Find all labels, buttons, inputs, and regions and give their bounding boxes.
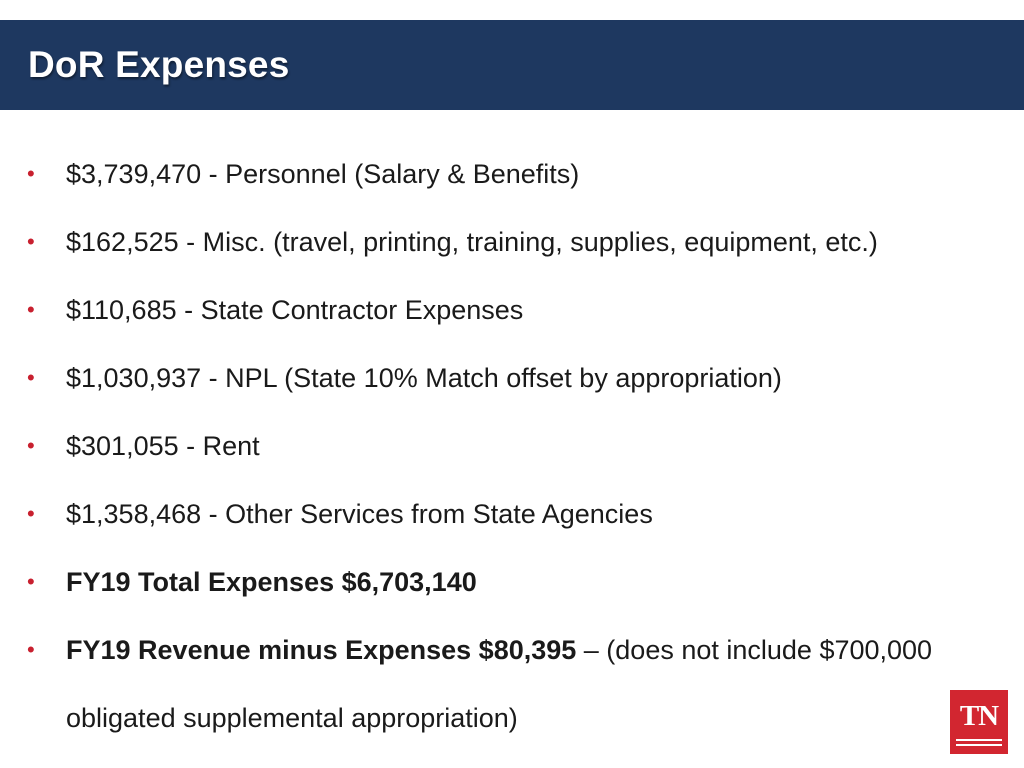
logo-stripe [956, 739, 1002, 741]
bullet-icon: • [27, 297, 35, 322]
bullet-icon: • [27, 637, 35, 662]
title-bar: DoR Expenses [0, 20, 1024, 110]
revenue-note: – (does not include $700,000 [576, 635, 933, 665]
bullet-icon: • [27, 365, 35, 390]
expense-bullet-list: • $3,739,470 - Personnel (Salary & Benef… [0, 140, 1024, 733]
bullet-text: $3,739,470 - Personnel (Salary & Benefit… [66, 159, 580, 189]
list-item: • $301,055 - Rent [0, 412, 1024, 480]
tn-state-logo-icon: TN [950, 690, 1008, 754]
bullet-text: $301,055 - Rent [66, 431, 260, 461]
list-item: • $1,358,468 - Other Services from State… [0, 480, 1024, 548]
list-item: • $1,030,937 - NPL (State 10% Match offs… [0, 344, 1024, 412]
bullet-text: $162,525 - Misc. (travel, printing, trai… [66, 227, 878, 257]
page-title: DoR Expenses [28, 44, 290, 85]
revenue-minus-expenses-text: FY19 Revenue minus Expenses $80,395 – (d… [66, 616, 932, 684]
bullet-icon: • [27, 161, 35, 186]
bullet-icon: • [27, 229, 35, 254]
bullet-icon: • [27, 569, 35, 594]
list-item: • $162,525 - Misc. (travel, printing, tr… [0, 208, 1024, 276]
logo-text: TN [959, 700, 999, 732]
logo-stripe [956, 744, 1002, 746]
list-item: • $110,685 - State Contractor Expenses [0, 276, 1024, 344]
bullet-icon: • [27, 433, 35, 458]
total-expenses-text: FY19 Total Expenses $6,703,140 [66, 567, 477, 597]
list-item: • FY19 Revenue minus Expenses $80,395 – … [0, 616, 1024, 733]
bullet-text: $110,685 - State Contractor Expenses [66, 295, 524, 325]
bullet-text: $1,030,937 - NPL (State 10% Match offset… [66, 363, 782, 393]
list-item: • FY19 Total Expenses $6,703,140 [0, 548, 1024, 616]
revenue-note-continuation: obligated supplemental appropriation) [66, 703, 518, 733]
revenue-minus-expenses-label: FY19 Revenue minus Expenses $80,395 [66, 635, 577, 665]
list-item: • $3,739,470 - Personnel (Salary & Benef… [0, 140, 1024, 208]
bullet-icon: • [27, 501, 35, 526]
bullet-text: $1,358,468 - Other Services from State A… [66, 499, 653, 529]
